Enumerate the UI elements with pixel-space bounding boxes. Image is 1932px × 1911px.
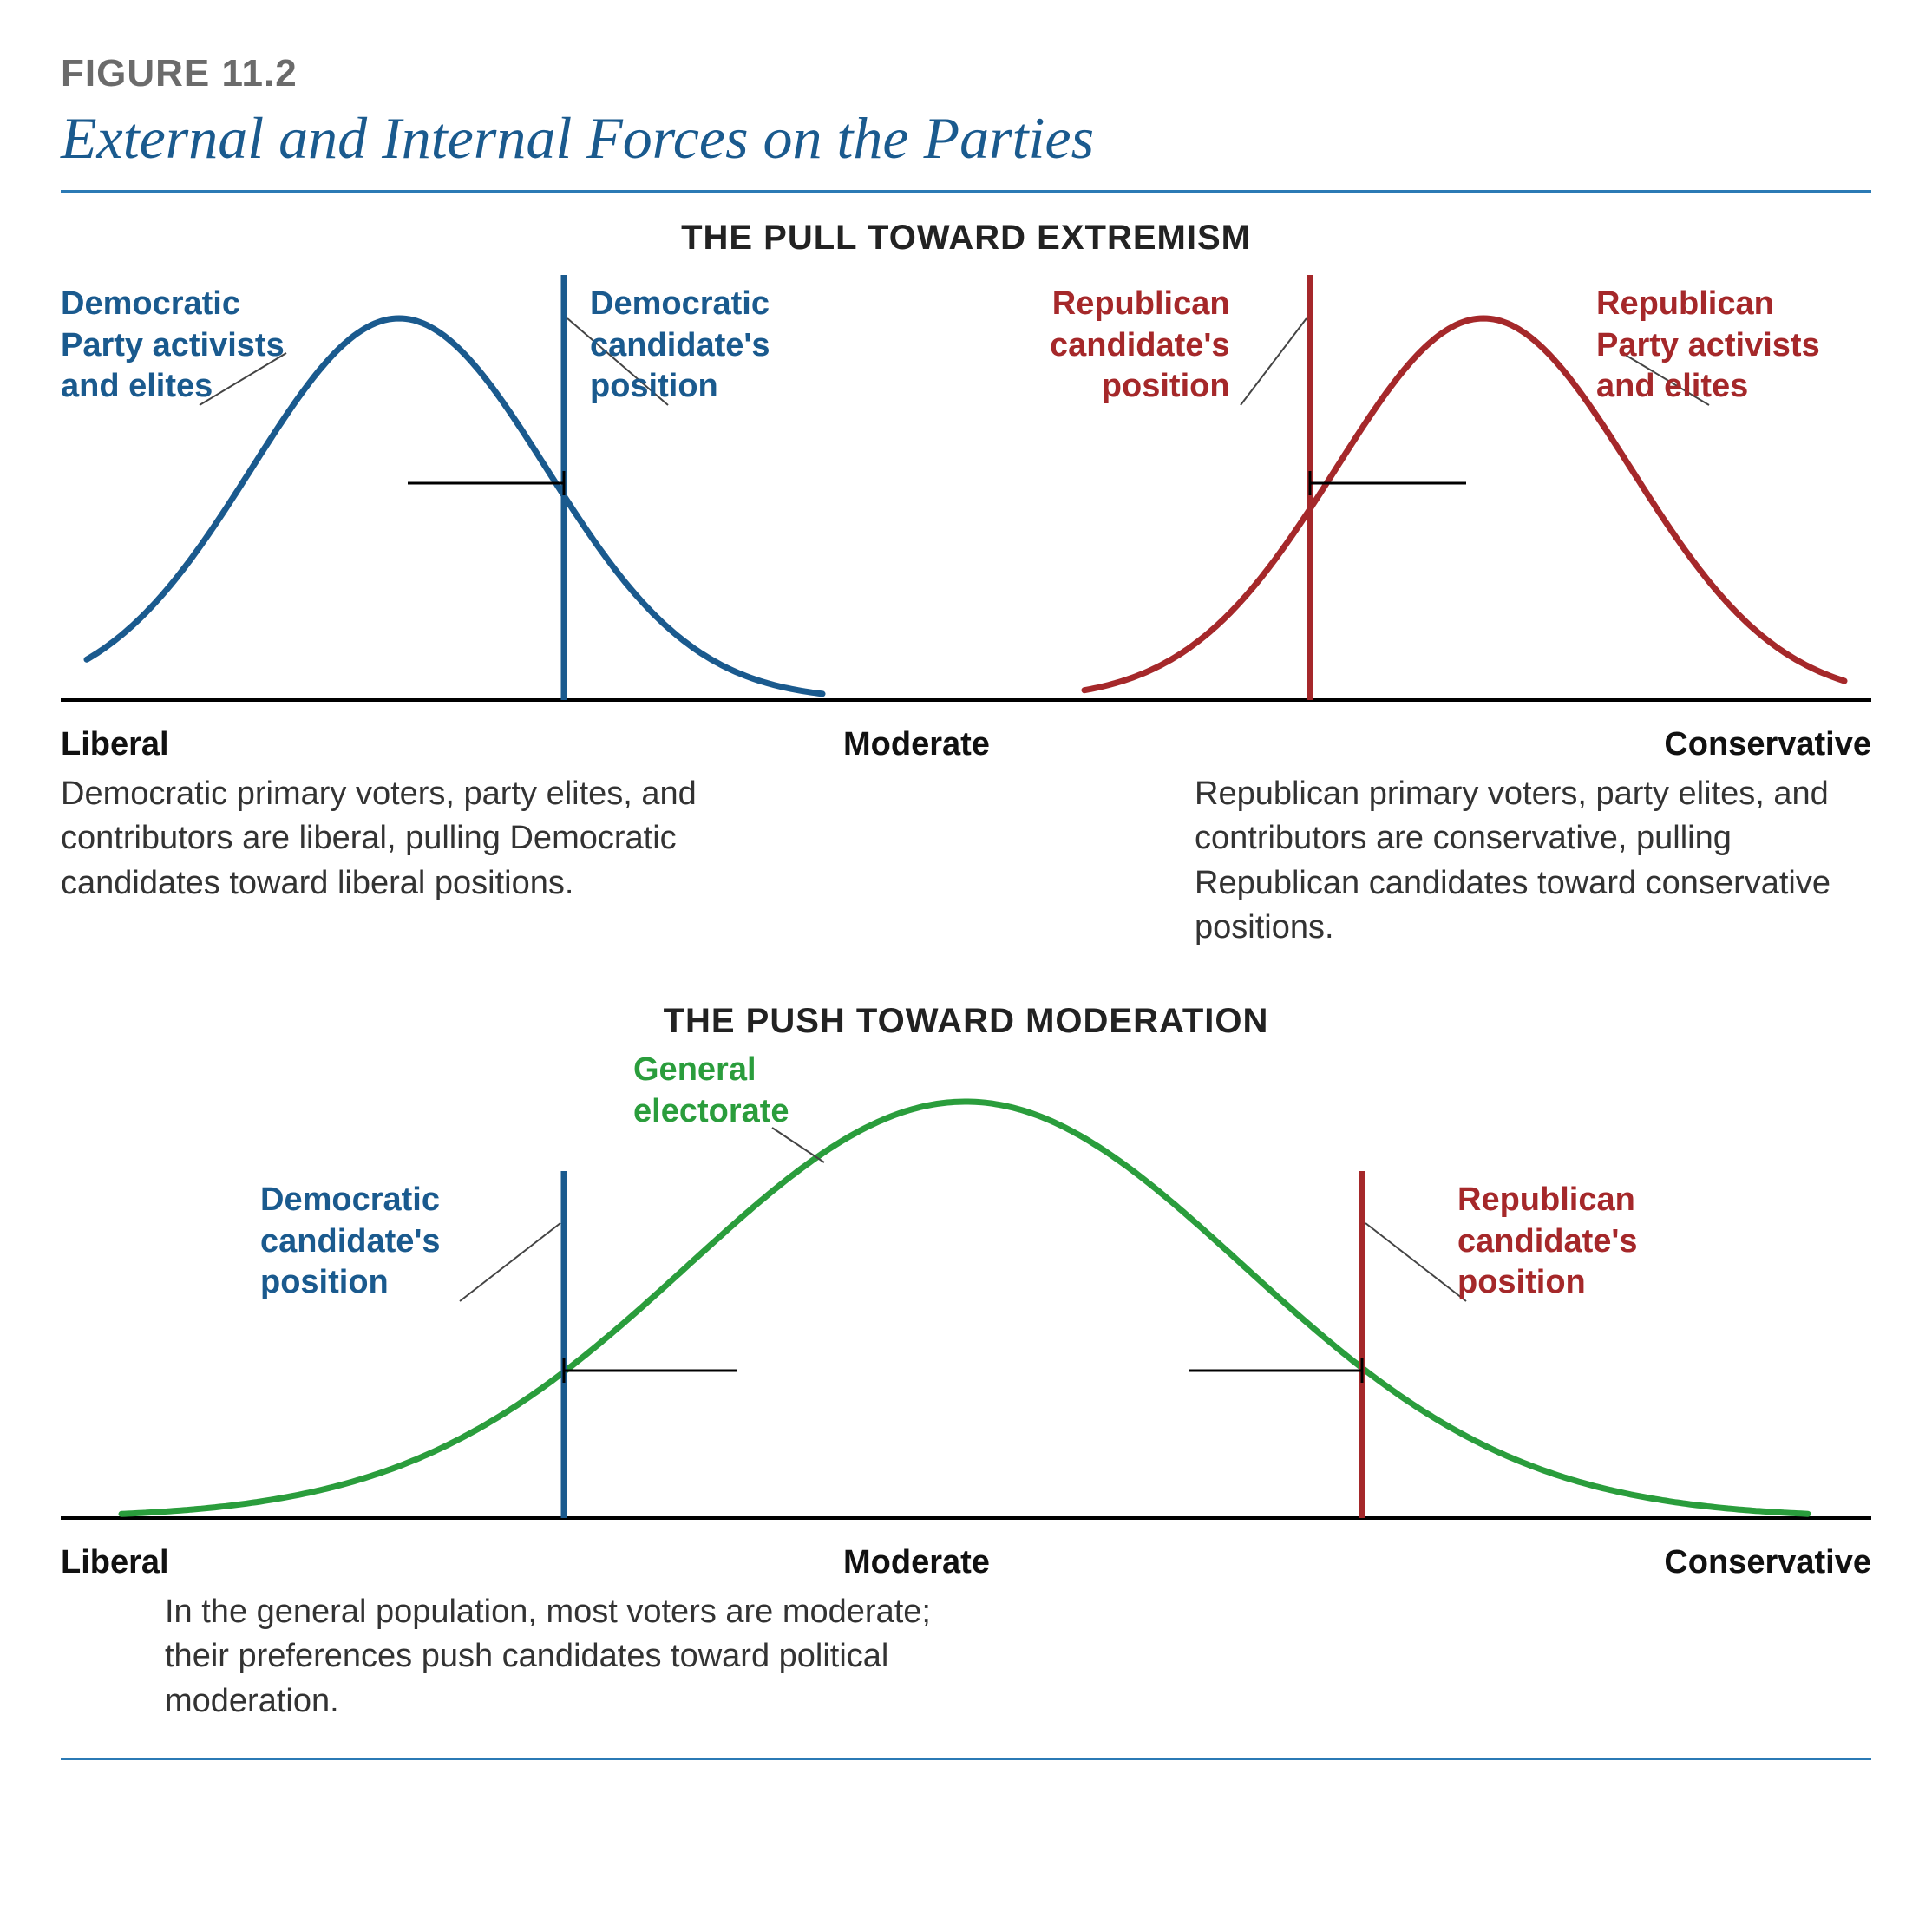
general-electorate-label: Generalelectorate: [633, 1050, 789, 1132]
bottom-chart: Generalelectorate Democraticcandidate'sp…: [61, 1050, 1871, 1535]
top-section-title: THE PULL TOWARD EXTREMISM: [61, 219, 1871, 258]
top-caption-right: Republican primary voters, party elites,…: [1195, 772, 1871, 950]
top-chart: DemocraticParty activistsand elites Demo…: [61, 266, 1871, 717]
title-rule: [61, 190, 1871, 193]
top-caption-left: Democratic primary voters, party elites,…: [61, 772, 737, 950]
bottom-caption-wrap: In the general population, most voters a…: [61, 1581, 1871, 1724]
top-axis-row: Liberal Moderate Conservative: [61, 726, 1871, 763]
dem-candidate-label: Democraticcandidate'sposition: [590, 284, 770, 408]
figure-page: FIGURE 11.2 External and Internal Forces…: [0, 0, 1932, 1911]
rep-activists-label: RepublicanParty activistsand elites: [1596, 284, 1820, 408]
figure-title: External and Internal Forces on the Part…: [61, 104, 1871, 173]
top-axis-center: Moderate: [843, 726, 990, 763]
bottom-axis-center: Moderate: [843, 1544, 990, 1581]
bottom-axis-row: Liberal Moderate Conservative: [61, 1544, 1871, 1581]
bottom-caption: In the general population, most voters a…: [165, 1590, 946, 1724]
dem-activists-label: DemocraticParty activistsand elites: [61, 284, 285, 408]
top-axis-right: Conservative: [1664, 726, 1871, 763]
figure-label: FIGURE 11.2: [61, 52, 1871, 95]
top-axis-left: Liberal: [61, 726, 169, 763]
dem-candidate-label-bottom: Democraticcandidate'sposition: [260, 1180, 441, 1304]
top-caption-row: Democratic primary voters, party elites,…: [61, 772, 1871, 950]
bottom-section-title: THE PUSH TOWARD MODERATION: [61, 1002, 1871, 1041]
bottom-axis-right: Conservative: [1664, 1544, 1871, 1581]
bottom-axis-left: Liberal: [61, 1544, 169, 1581]
rep-candidate-label: Republicancandidate'sposition: [1050, 284, 1230, 408]
rep-candidate-label-bottom: Republicancandidate'sposition: [1457, 1180, 1638, 1304]
bottom-rule: [61, 1758, 1871, 1760]
